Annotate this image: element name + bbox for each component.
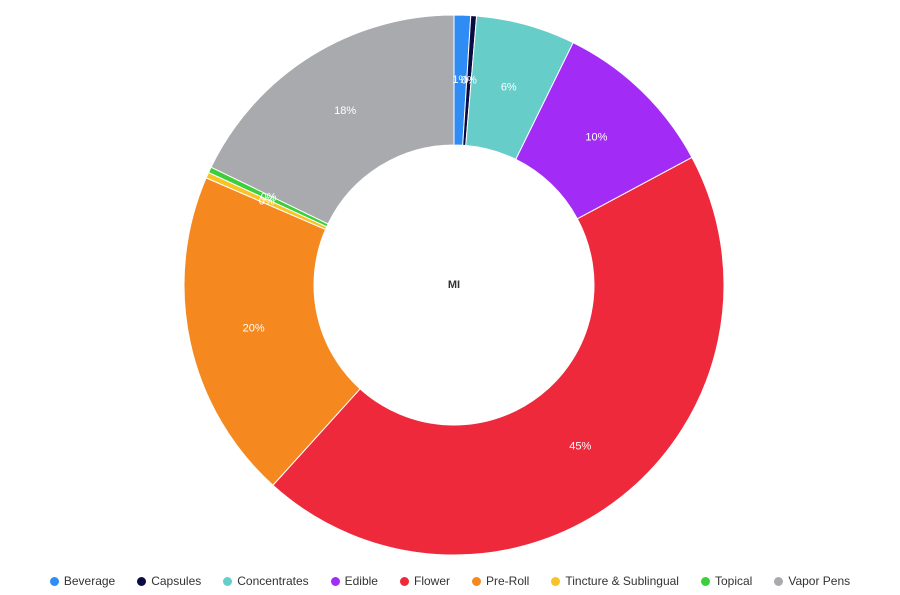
legend-marker: [774, 576, 784, 586]
legend-label: Beverage: [63, 574, 116, 588]
slice-label-capsules: 0%: [461, 74, 477, 86]
legend-label: Tincture & Sublingual: [565, 574, 679, 588]
legend-marker: [399, 576, 409, 586]
donut-slices: [183, 14, 725, 556]
legend-item-concentrates[interactable]: Concentrates: [223, 574, 309, 588]
slice-flower[interactable]: [272, 156, 725, 556]
legend-item-vapor-pens[interactable]: Vapor Pens: [774, 574, 850, 588]
legend-item-beverage[interactable]: Beverage: [49, 574, 116, 588]
legend-label: Pre-Roll: [486, 574, 530, 588]
legend-item-edible[interactable]: Edible: [330, 574, 378, 588]
legend-label: Concentrates: [237, 574, 309, 588]
slice-label-vapor-pens: 18%: [334, 105, 356, 117]
legend-marker: [137, 576, 147, 586]
legend-label: Flower: [413, 574, 450, 588]
legend-label: Topical: [714, 574, 753, 588]
slice-pre-roll[interactable]: [183, 177, 361, 486]
center-label: MI: [448, 279, 460, 291]
legend-item-tincture-sublingual[interactable]: Tincture & Sublingual: [551, 574, 679, 588]
slice-label-concentrates: 6%: [501, 81, 517, 93]
legend-item-flower[interactable]: Flower: [399, 574, 450, 588]
slice-label-flower: 45%: [569, 440, 591, 452]
legend-marker: [223, 576, 233, 586]
slice-label-topical: 0%: [261, 191, 277, 203]
slice-label-edible: 10%: [585, 131, 607, 143]
legend-marker: [49, 576, 59, 586]
legend-marker: [330, 576, 340, 586]
legend-marker: [472, 576, 481, 586]
slice-label-tincture-sublingual: 0%: [259, 196, 275, 208]
slice-label-pre-roll: 20%: [243, 322, 265, 334]
legend-label: Vapor Pens: [788, 574, 851, 588]
legend-label: Edible: [344, 574, 378, 588]
slice-label-beverage: 1%: [452, 74, 468, 86]
slice-labels: 1%0%6%10%45%20%0%0%18%: [243, 74, 608, 452]
legend-marker: [700, 576, 710, 586]
legend-label: Capsules: [151, 574, 202, 588]
legend: Beverage Capsules Concentrates Edible Flower…: [0, 571, 900, 591]
legend-item-capsules[interactable]: Capsules: [137, 574, 201, 588]
slice-vapor-pens[interactable]: [210, 14, 455, 225]
legend-marker: [551, 576, 561, 586]
legend-item-topical[interactable]: Topical: [700, 574, 753, 588]
legend-item-pre-roll[interactable]: Pre-Roll: [472, 574, 529, 588]
